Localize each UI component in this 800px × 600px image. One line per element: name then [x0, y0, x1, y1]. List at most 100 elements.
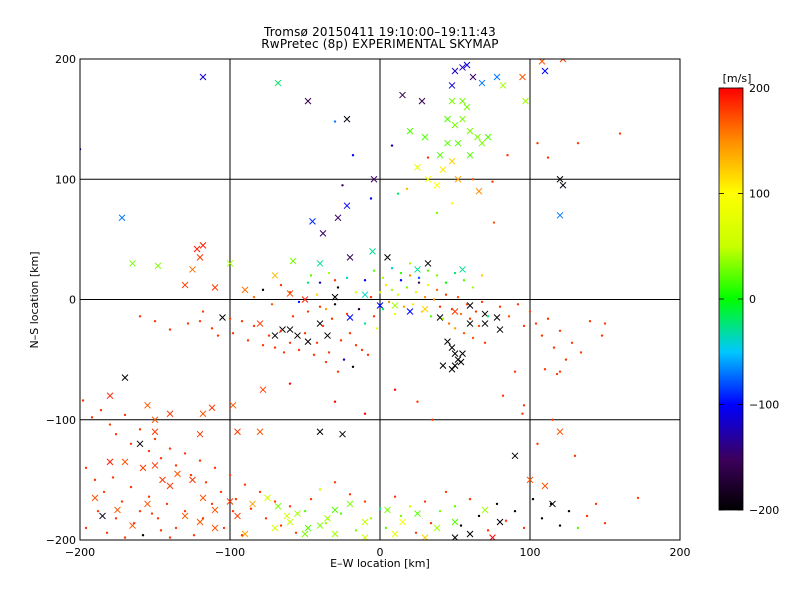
- data-point-x: [241, 286, 249, 294]
- data-point-dot: [513, 370, 517, 373]
- data-point-x: [511, 452, 519, 460]
- data-point-x: [118, 214, 126, 222]
- data-point-dot: [483, 341, 487, 344]
- y-tick-label: 200: [55, 53, 76, 66]
- data-point-x: [499, 82, 507, 89]
- data-point-dot: [498, 305, 502, 308]
- data-point-dot: [222, 526, 226, 530]
- data-point-dot: [531, 497, 535, 501]
- data-point-dot: [363, 322, 367, 325]
- data-point-x: [399, 91, 406, 99]
- data-point-dot: [348, 331, 352, 335]
- data-point-x: [151, 428, 159, 436]
- data-point-dot: [105, 531, 109, 534]
- data-point-dot: [231, 331, 235, 335]
- data-point-x: [436, 314, 444, 321]
- data-point-x: [199, 410, 207, 418]
- data-point-dot: [93, 478, 97, 482]
- data-point-x: [174, 470, 181, 478]
- data-point-dot: [341, 184, 344, 187]
- data-point-x: [541, 482, 549, 490]
- data-point-dot: [603, 322, 607, 325]
- data-point-x: [459, 350, 466, 357]
- data-point-dot: [114, 432, 118, 436]
- data-point-x: [181, 512, 189, 520]
- data-point-x: [99, 512, 106, 520]
- data-point-dot: [345, 276, 349, 280]
- data-point-dot: [444, 490, 448, 494]
- data-point-dot: [84, 526, 88, 530]
- data-point-x: [466, 127, 474, 135]
- data-point-x: [144, 500, 151, 508]
- data-point-dot: [573, 454, 577, 458]
- data-point-x: [304, 338, 312, 345]
- data-point-x: [193, 245, 201, 253]
- data-point-dot: [423, 295, 427, 299]
- data-point-dot: [564, 358, 568, 361]
- data-point-x: [274, 79, 282, 87]
- data-point-x: [519, 73, 526, 81]
- data-point-dot: [426, 269, 430, 272]
- data-point-x: [121, 458, 129, 466]
- data-point-x: [294, 332, 301, 339]
- data-point-dot: [138, 509, 142, 513]
- data-point-dot: [408, 262, 412, 265]
- data-point-dot: [201, 310, 205, 313]
- data-point-x: [493, 314, 501, 321]
- data-point-x: [346, 314, 354, 321]
- data-point-x: [459, 64, 466, 71]
- data-point-dot: [429, 521, 433, 525]
- y-tick-label: −200: [46, 534, 76, 547]
- data-point-dot: [507, 315, 511, 318]
- data-point-dot: [390, 267, 394, 270]
- data-point-dot: [279, 283, 283, 287]
- data-point-x: [294, 510, 301, 517]
- data-point-dot: [309, 497, 313, 501]
- data-point-dot: [636, 496, 640, 500]
- data-point-dot: [486, 529, 490, 532]
- data-point-dot: [576, 526, 580, 530]
- data-point-dot: [431, 418, 434, 421]
- data-point-dot: [402, 305, 406, 308]
- data-point-dot: [165, 502, 169, 506]
- data-point-x: [391, 530, 399, 538]
- data-point-x: [526, 476, 534, 484]
- data-point-dot: [303, 331, 307, 335]
- data-point-dot: [252, 295, 256, 299]
- data-point-x: [331, 530, 339, 538]
- data-point-x: [249, 500, 256, 508]
- data-point-dot: [288, 341, 292, 344]
- data-point-x: [370, 175, 378, 183]
- data-point-dot: [291, 315, 295, 318]
- data-point-dot: [465, 303, 469, 306]
- data-point-dot: [243, 483, 247, 486]
- y-tick-label: 100: [55, 173, 76, 186]
- data-point-x: [241, 530, 249, 538]
- data-point-dot: [330, 317, 334, 320]
- data-point-dot: [435, 288, 439, 292]
- data-point-dot: [204, 481, 208, 484]
- data-point-dot: [453, 327, 457, 330]
- data-point-dot: [390, 144, 394, 147]
- data-point-dot: [378, 291, 382, 294]
- data-point-x: [211, 524, 219, 532]
- data-point-x: [334, 214, 342, 222]
- data-point-dot: [168, 328, 172, 331]
- data-point-x: [301, 296, 309, 303]
- data-point-x: [196, 518, 204, 526]
- data-point-x: [466, 530, 474, 538]
- data-point-dot: [453, 271, 457, 275]
- data-point-dot: [81, 399, 85, 402]
- data-point-x: [331, 293, 339, 301]
- data-point-dot: [147, 495, 151, 498]
- data-point-x: [448, 157, 456, 165]
- data-point-x: [304, 97, 312, 105]
- colorbar-label: [m/s]: [723, 72, 752, 85]
- data-point-dot: [351, 365, 355, 369]
- data-point-dot: [294, 531, 298, 534]
- data-point-dot: [417, 276, 421, 280]
- data-point-x: [199, 73, 207, 81]
- data-point-dot: [324, 521, 328, 525]
- data-point-x: [481, 320, 489, 327]
- data-point-dot: [459, 312, 463, 316]
